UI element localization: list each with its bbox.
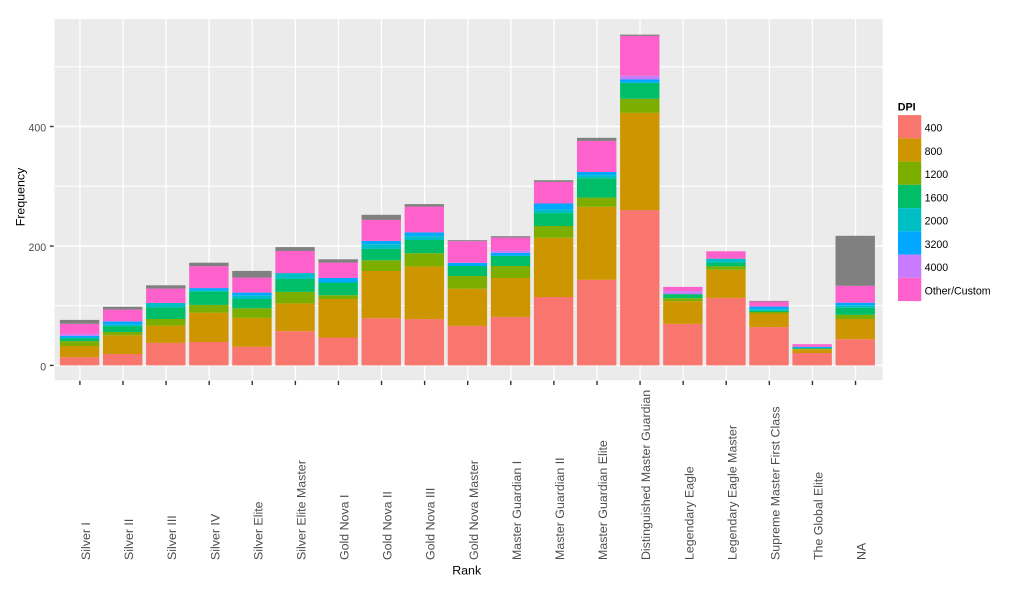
svg-text:The Global Elite: The Global Elite: [812, 472, 826, 560]
svg-text:400: 400: [29, 123, 47, 135]
svg-text:4000: 4000: [925, 262, 949, 274]
svg-text:400: 400: [925, 123, 943, 135]
svg-text:Gold Nova I: Gold Nova I: [338, 495, 352, 560]
svg-text:NA: NA: [855, 542, 869, 560]
svg-text:Silver III: Silver III: [165, 515, 179, 560]
svg-text:200: 200: [29, 242, 47, 254]
svg-text:Master Guardian Elite: Master Guardian Elite: [596, 440, 610, 560]
svg-text:Silver Elite Master: Silver Elite Master: [294, 460, 308, 560]
svg-text:Silver II: Silver II: [122, 519, 136, 560]
svg-text:DPI: DPI: [898, 101, 916, 113]
svg-text:Silver Elite: Silver Elite: [251, 501, 265, 560]
svg-text:1600: 1600: [925, 192, 949, 204]
svg-text:Rank: Rank: [452, 564, 482, 578]
svg-text:Frequency: Frequency: [14, 167, 28, 226]
svg-text:Gold Nova III: Gold Nova III: [424, 488, 438, 560]
svg-text:1200: 1200: [925, 169, 949, 181]
svg-text:Silver IV: Silver IV: [208, 513, 222, 560]
svg-text:3200: 3200: [925, 239, 949, 251]
svg-text:Legendary Eagle Master: Legendary Eagle Master: [725, 425, 739, 560]
svg-text:Legendary Eagle: Legendary Eagle: [682, 466, 696, 560]
svg-text:Gold Nova Master: Gold Nova Master: [467, 460, 481, 560]
svg-text:Other/Custom: Other/Custom: [925, 285, 991, 297]
svg-text:Master Guardian II: Master Guardian II: [553, 457, 567, 560]
svg-text:Gold Nova II: Gold Nova II: [381, 491, 395, 560]
svg-text:Silver I: Silver I: [79, 522, 93, 560]
svg-text:0: 0: [40, 362, 46, 374]
svg-text:Supreme Master First Class: Supreme Master First Class: [768, 406, 782, 560]
svg-text:800: 800: [925, 146, 943, 158]
svg-text:Distinguished Master Guardian: Distinguished Master Guardian: [639, 390, 653, 560]
svg-text:2000: 2000: [925, 216, 949, 228]
svg-text:Master Guardian I: Master Guardian I: [510, 461, 524, 560]
